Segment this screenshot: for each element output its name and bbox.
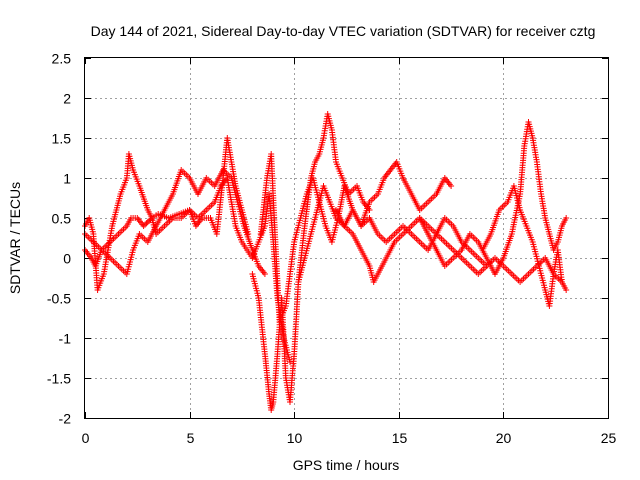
grid-lines	[85, 58, 608, 418]
x-tick-label: 5	[187, 430, 195, 446]
x-tick-label: 15	[392, 430, 408, 446]
data-point	[143, 220, 150, 227]
x-tick-label: 10	[287, 430, 303, 446]
chart-title: Day 144 of 2021, Sidereal Day-to-day VTE…	[91, 23, 596, 39]
x-tick-labels: 0 5 10 15 20 25	[82, 430, 617, 446]
y-tick-label: 0	[63, 251, 71, 267]
y-tick-labels: -2 -1.5 -1 -0.5 0 0.5 1 1.5 2 2.5	[47, 51, 71, 427]
data-point	[144, 219, 151, 225]
series-sat-h	[416, 119, 570, 277]
series-sat-b	[82, 135, 252, 293]
series-sat-d	[249, 111, 373, 413]
y-tick-label: 2	[63, 91, 71, 107]
x-tick-label: 25	[601, 430, 617, 446]
series-sat-c	[82, 167, 268, 277]
data-point	[448, 183, 455, 189]
data-point	[563, 287, 570, 293]
data-points	[82, 111, 570, 413]
x-axis-label: GPS time / hours	[293, 457, 400, 473]
x-tick-label: 20	[496, 430, 512, 446]
x-tick-label: 0	[82, 430, 90, 446]
series-sat-e	[257, 151, 455, 325]
data-point	[563, 215, 570, 221]
plot-frame	[84, 57, 609, 419]
data-point	[287, 359, 294, 365]
data-point	[142, 221, 148, 228]
data-point	[140, 223, 147, 229]
y-tick-label: 2.5	[52, 51, 72, 67]
y-tick-label: -1.5	[47, 371, 71, 387]
axis-ticks	[85, 58, 609, 419]
y-tick-label: 1	[63, 171, 71, 187]
y-tick-label: 0.5	[52, 211, 72, 227]
data-point	[261, 271, 268, 277]
series-sat-i	[479, 183, 570, 309]
y-tick-label: -1	[59, 331, 72, 347]
y-axis-label: SDTVAR / TECUs	[7, 182, 23, 294]
series-sat-f	[295, 183, 490, 285]
y-tick-label: -0.5	[47, 291, 71, 307]
y-tick-label: -2	[59, 411, 72, 427]
y-tick-label: 1.5	[52, 131, 72, 147]
